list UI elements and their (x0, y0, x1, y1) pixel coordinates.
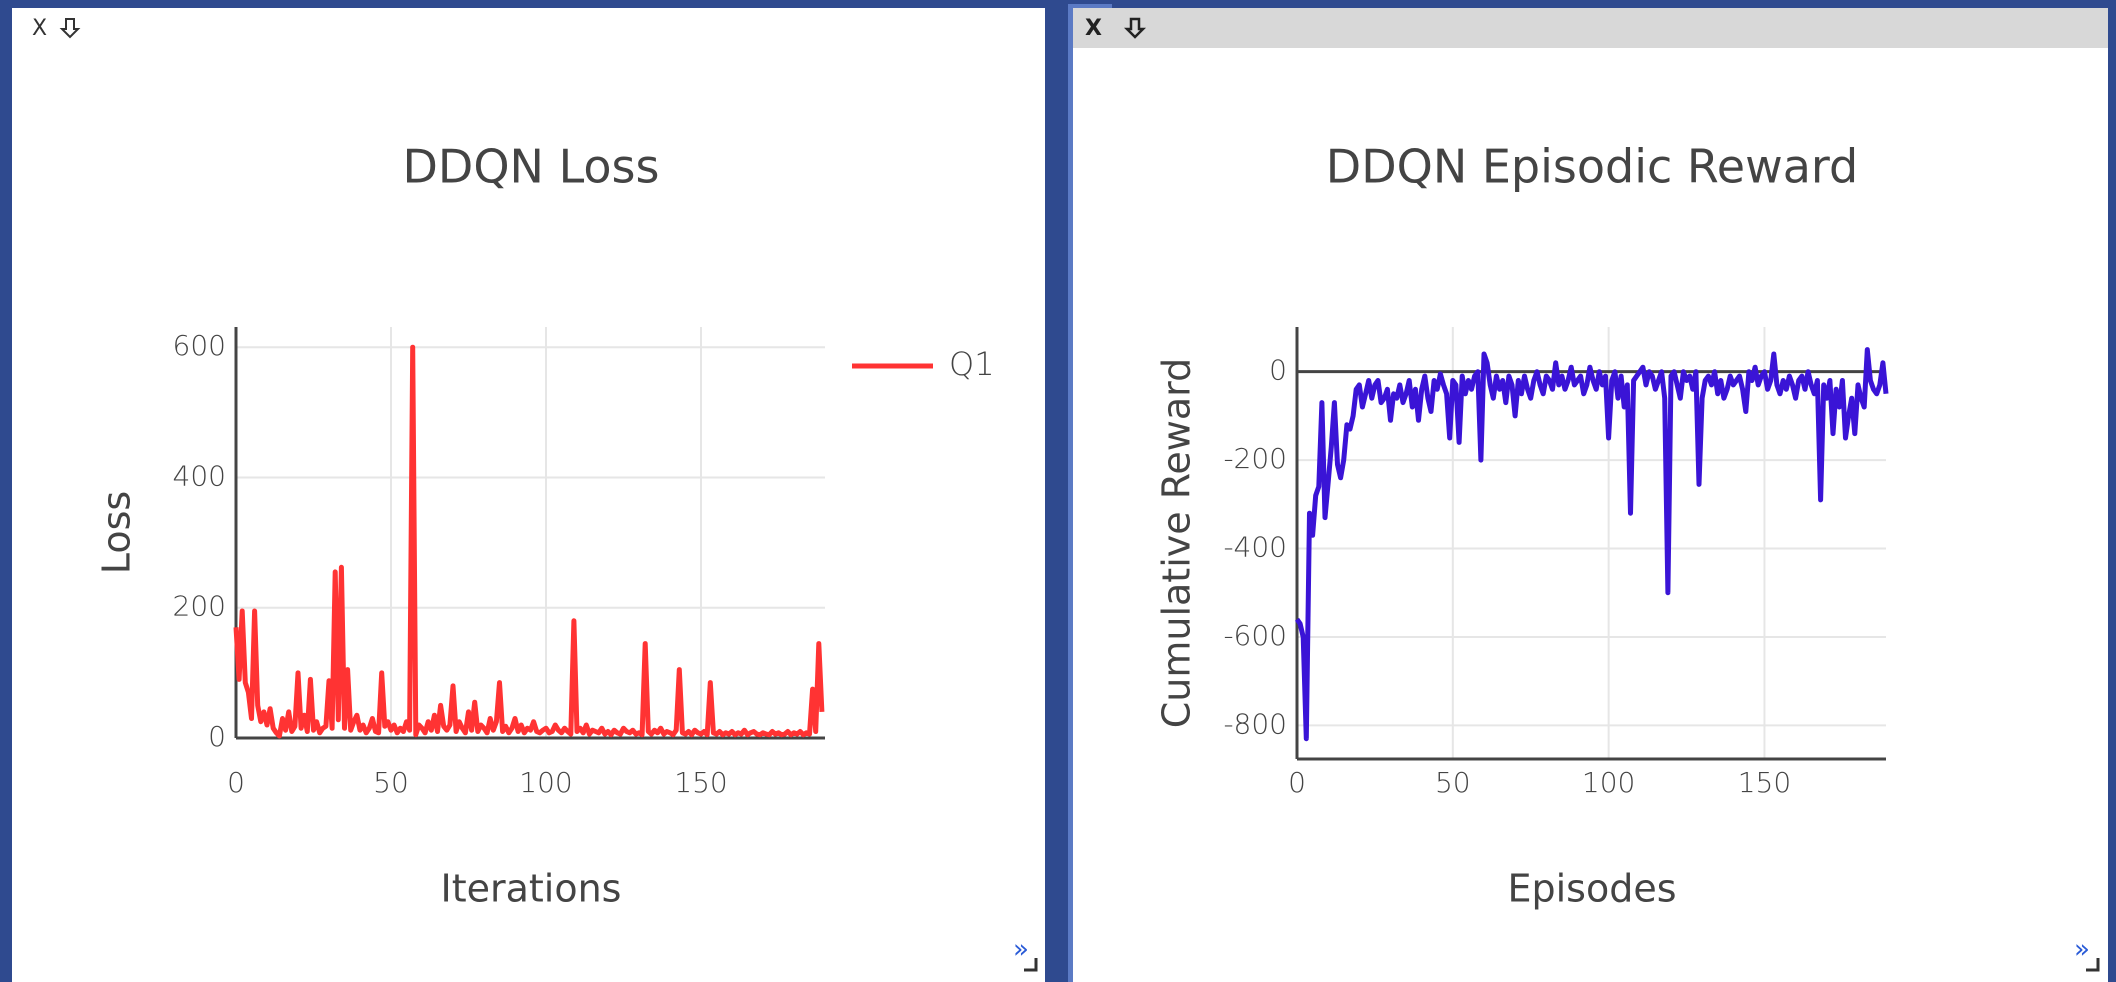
expand-icon[interactable]: » (2074, 935, 2090, 965)
data-line (1294, 347, 1889, 742)
y-tick-label: 600 (173, 329, 226, 362)
download-button[interactable] (59, 18, 81, 39)
y-tick-label: -400 (1223, 531, 1287, 564)
y-axis-title: Cumulative Reward (1155, 358, 1199, 728)
y-tick-label: -800 (1223, 707, 1287, 740)
x-tick-label: 0 (227, 766, 245, 799)
y-tick-label: 0 (208, 720, 226, 753)
legend-label: Q1 (949, 345, 995, 383)
x-axis-title: Episodes (1507, 867, 1676, 911)
x-tick-label: 100 (1582, 766, 1635, 799)
close-button[interactable]: X (1085, 16, 1102, 41)
pane (1073, 8, 2108, 982)
resize-handle[interactable] (2086, 958, 2100, 972)
y-axis-title: Loss (95, 491, 139, 574)
pane-titlebar (1073, 8, 2108, 48)
expand-icon[interactable]: » (1013, 935, 1029, 965)
x-tick-label: 50 (373, 766, 409, 799)
close-button[interactable]: X (32, 16, 47, 41)
y-tick-label: -200 (1223, 442, 1287, 475)
pane (12, 8, 1045, 982)
x-tick-label: 150 (674, 766, 727, 799)
y-tick-label: 0 (1269, 354, 1287, 387)
data-line (233, 344, 825, 739)
x-tick-label: 100 (519, 766, 572, 799)
chart-title: DDQN Loss (403, 140, 660, 194)
y-tick-label: 200 (173, 590, 226, 623)
resize-handle[interactable] (1024, 958, 1038, 972)
download-button[interactable] (1123, 17, 1147, 39)
x-tick-label: 0 (1288, 766, 1306, 799)
x-axis-title: Iterations (441, 867, 622, 911)
x-tick-label: 150 (1738, 766, 1791, 799)
y-tick-label: -600 (1223, 619, 1287, 652)
y-tick-label: 400 (173, 459, 226, 492)
pane-edge (1045, 8, 1051, 48)
chart-title: DDQN Episodic Reward (1326, 140, 1858, 194)
x-tick-label: 50 (1435, 766, 1471, 799)
